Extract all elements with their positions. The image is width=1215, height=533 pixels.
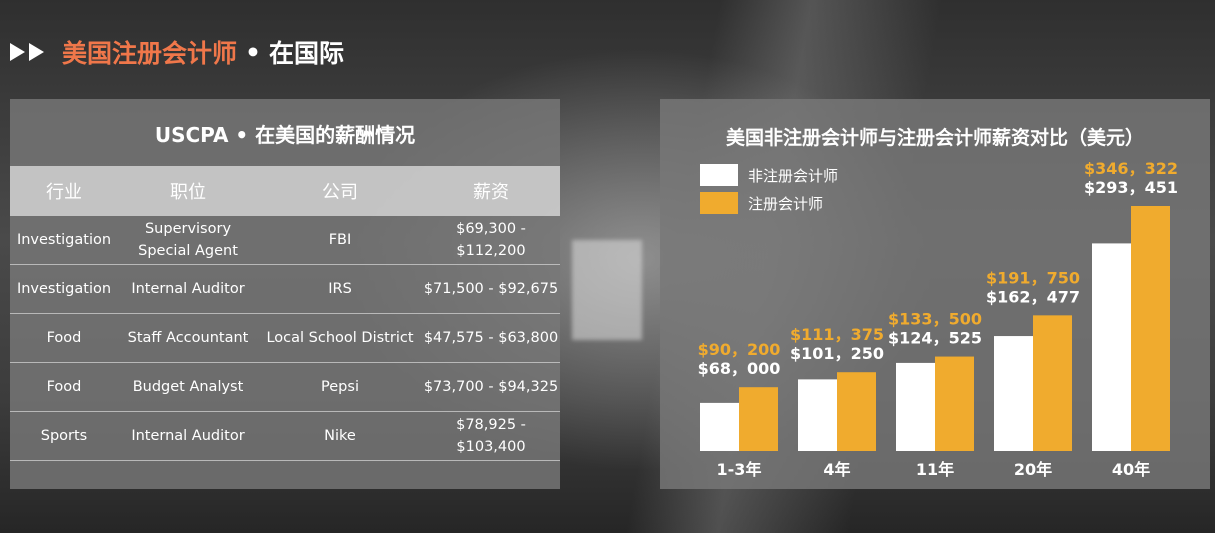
category-label: 1-3年 xyxy=(717,460,762,479)
salary-table: 行业 职位 公司 薪资 Investigation Supervisory Sp… xyxy=(10,166,560,461)
bar-cpa xyxy=(1131,206,1170,451)
bar-non-cpa xyxy=(700,402,739,451)
category-label: 4年 xyxy=(823,460,850,479)
cell-industry: Sports xyxy=(10,411,118,461)
table-header-row: 行业 职位 公司 薪资 xyxy=(10,166,560,216)
category-label: 40年 xyxy=(1112,460,1150,479)
category-label: 11年 xyxy=(916,460,954,479)
data-label-non-cpa: $162，477 xyxy=(986,287,1080,306)
table-row: Investigation Supervisory Special Agent … xyxy=(10,216,560,265)
data-label-cpa: $191，750 xyxy=(986,268,1080,287)
salary-table-title: USCPA • 在美国的薪酬情况 xyxy=(154,123,416,147)
bar-cpa xyxy=(1033,315,1072,451)
legend-swatch-cpa xyxy=(700,192,738,214)
salary-table-panel: USCPA • 在美国的薪酬情况 行业 职位 公司 薪资 Investigati… xyxy=(10,99,560,489)
bar-cpa xyxy=(935,356,974,451)
data-label-cpa: $111，375 xyxy=(790,325,884,344)
column-header-salary: 薪资 xyxy=(473,182,509,203)
cell-company: Pepsi xyxy=(258,362,422,412)
title-main: 美国注册会计师 xyxy=(62,39,238,68)
data-label-non-cpa: $293，451 xyxy=(1084,178,1178,197)
cell-position: Internal Auditor xyxy=(118,264,258,314)
column-header-industry: 行业 xyxy=(46,182,82,203)
cell-company: Local School District xyxy=(258,313,422,363)
cell-company: Nike xyxy=(258,411,422,461)
cell-salary: $47,575 - $63,800 xyxy=(422,313,560,363)
column-header-company: 公司 xyxy=(322,182,358,203)
data-label-cpa: $346，322 xyxy=(1084,159,1178,178)
cell-industry: Food xyxy=(10,313,118,363)
double-arrow-icon xyxy=(10,43,44,61)
title-separator: • xyxy=(245,37,261,67)
page-title: 美国注册会计师 • 在国际 xyxy=(10,34,344,70)
legend-label-cpa: 注册会计师 xyxy=(748,195,823,213)
legend-swatch-non-cpa xyxy=(700,164,738,186)
background-window xyxy=(572,240,642,340)
column-header-position: 职位 xyxy=(170,182,206,203)
cell-salary: $73,700 - $94,325 xyxy=(422,362,560,412)
data-label-non-cpa: $124，525 xyxy=(888,329,982,348)
table-row: Food Staff Accountant Local School Distr… xyxy=(10,313,560,363)
cell-position: Budget Analyst xyxy=(118,362,258,412)
cell-industry: Investigation xyxy=(10,216,118,265)
data-label-cpa: $90，200 xyxy=(698,340,781,359)
cell-position: Internal Auditor xyxy=(118,411,258,461)
bar-cpa xyxy=(837,372,876,451)
cell-salary: $71,500 - $92,675 xyxy=(422,264,560,314)
title-sub: 在国际 xyxy=(269,39,345,68)
legend-label-non-cpa: 非注册会计师 xyxy=(748,167,838,185)
cell-position: Supervisory Special Agent xyxy=(118,216,258,265)
bar-non-cpa xyxy=(994,336,1033,451)
table-row: Investigation Internal Auditor IRS $71,5… xyxy=(10,264,560,314)
cell-company: FBI xyxy=(258,216,422,265)
cell-salary: $78,925 - $103,400 xyxy=(422,411,560,461)
cell-industry: Food xyxy=(10,362,118,412)
data-label-cpa: $133，500 xyxy=(888,310,982,329)
bar-non-cpa xyxy=(896,362,935,451)
table-row: Sports Internal Auditor Nike $78,925 - $… xyxy=(10,411,560,461)
bar-non-cpa xyxy=(1092,243,1131,451)
cell-company: IRS xyxy=(258,264,422,314)
salary-chart-panel: 美国非注册会计师与注册会计师薪资对比（美元） 非注册会计师 注册会计师 $90，200… xyxy=(660,99,1210,489)
bar-non-cpa xyxy=(798,379,837,451)
bar-cpa xyxy=(739,387,778,451)
data-label-non-cpa: $101，250 xyxy=(790,344,884,363)
cell-industry: Investigation xyxy=(10,264,118,314)
category-label: 20年 xyxy=(1014,460,1052,479)
chart-title: 美国非注册会计师与注册会计师薪资对比（美元） xyxy=(726,126,1144,149)
cell-salary: $69,300 - $112,200 xyxy=(422,216,560,265)
table-row: Food Budget Analyst Pepsi $73,700 - $94,… xyxy=(10,362,560,412)
cell-position: Staff Accountant xyxy=(118,313,258,363)
data-label-non-cpa: $68，000 xyxy=(698,359,781,378)
